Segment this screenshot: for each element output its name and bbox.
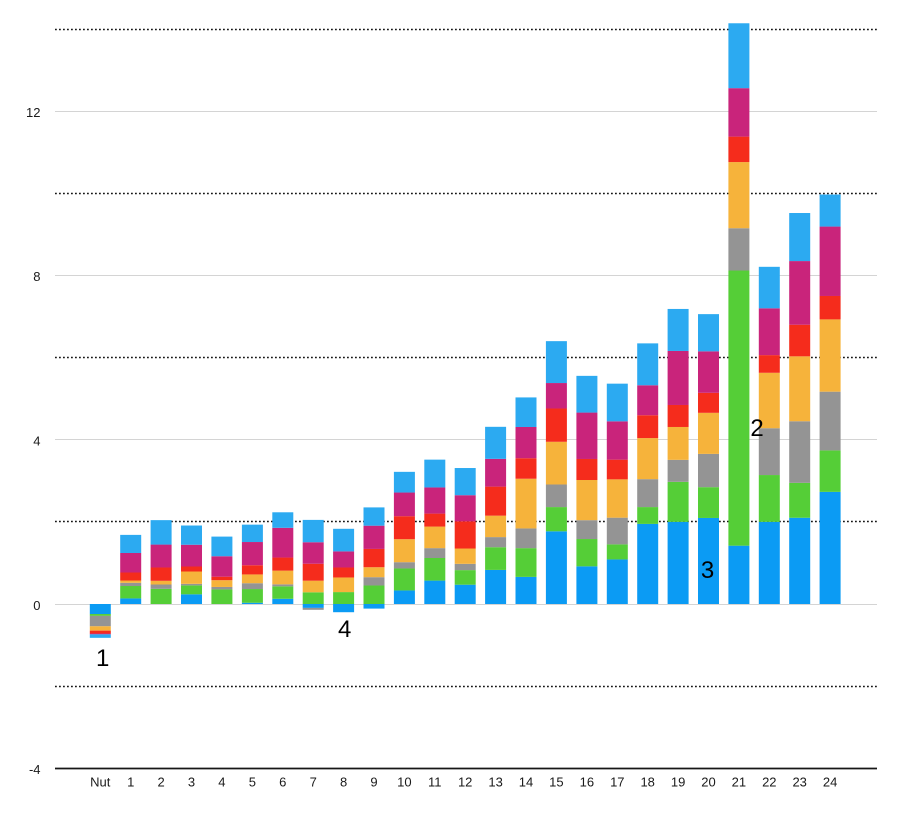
svg-text:15: 15 bbox=[549, 775, 563, 790]
svg-text:Nut: Nut bbox=[90, 775, 111, 790]
svg-text:4: 4 bbox=[218, 775, 225, 790]
svg-text:2: 2 bbox=[750, 415, 763, 442]
svg-text:20: 20 bbox=[701, 775, 715, 790]
svg-text:8: 8 bbox=[340, 775, 347, 790]
svg-text:23: 23 bbox=[792, 775, 806, 790]
svg-text:1: 1 bbox=[127, 775, 134, 790]
svg-text:9: 9 bbox=[370, 775, 377, 790]
svg-text:-4: -4 bbox=[29, 762, 41, 777]
svg-text:3: 3 bbox=[188, 775, 195, 790]
svg-text:0: 0 bbox=[33, 598, 40, 613]
svg-text:10: 10 bbox=[397, 775, 411, 790]
svg-text:4: 4 bbox=[338, 616, 351, 643]
svg-text:13: 13 bbox=[488, 775, 502, 790]
svg-text:14: 14 bbox=[519, 775, 533, 790]
svg-text:1: 1 bbox=[96, 645, 109, 672]
svg-text:11: 11 bbox=[428, 775, 442, 790]
svg-text:3: 3 bbox=[701, 557, 714, 584]
svg-text:17: 17 bbox=[610, 775, 624, 790]
svg-text:21: 21 bbox=[732, 775, 746, 790]
svg-text:2: 2 bbox=[157, 775, 164, 790]
svg-text:4: 4 bbox=[33, 434, 40, 449]
svg-text:7: 7 bbox=[310, 775, 317, 790]
svg-text:12: 12 bbox=[458, 775, 472, 790]
svg-text:24: 24 bbox=[823, 775, 837, 790]
svg-text:8: 8 bbox=[33, 269, 40, 284]
svg-text:18: 18 bbox=[640, 775, 654, 790]
svg-text:16: 16 bbox=[580, 775, 594, 790]
svg-text:22: 22 bbox=[762, 775, 776, 790]
svg-text:12: 12 bbox=[26, 105, 40, 120]
svg-text:6: 6 bbox=[279, 775, 286, 790]
svg-text:5: 5 bbox=[249, 775, 256, 790]
svg-text:19: 19 bbox=[671, 775, 685, 790]
